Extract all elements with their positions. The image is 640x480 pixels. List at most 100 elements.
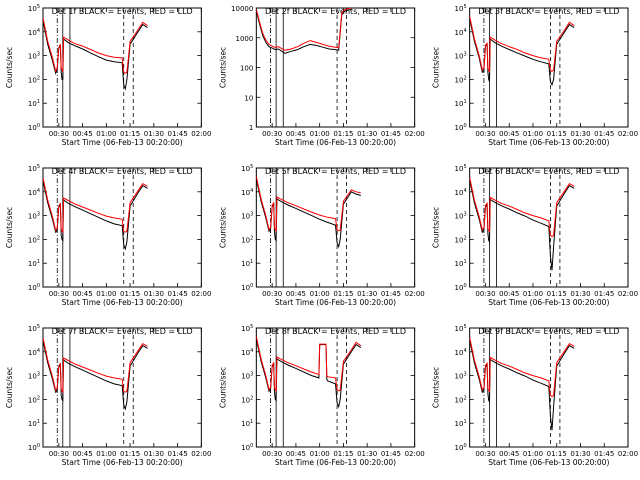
x-tick-label: 00:30 (49, 450, 69, 458)
x-tick-label: 00:30 (262, 290, 282, 298)
series-lld-line (43, 17, 148, 74)
x-axis-label: Start Time (06-Feb-13 00:20:00) (488, 298, 609, 307)
y-tick-label: 104 (241, 348, 253, 357)
plot-frame (255, 7, 416, 128)
x-tick-label: 00:30 (475, 450, 495, 458)
y-tick-label: 103 (455, 52, 467, 61)
y-tick-label: 102 (241, 235, 253, 244)
y-tick-label: 100 (455, 283, 467, 292)
y-tick-label: 105 (28, 164, 40, 173)
y-tick-label: 102 (28, 235, 40, 244)
panel-det-6: Det 6f BLACK = Events, RED = LLD 100 101 10… (432, 164, 638, 307)
x-tick-label: 00:45 (72, 450, 92, 458)
x-tick-label: 01:00 (523, 290, 543, 298)
chart-title: Det 8f BLACK = Events, RED = LLD (265, 327, 406, 336)
chart-title: Det 1f BLACK = Events, RED = LLD (52, 7, 193, 16)
x-tick-label: 01:00 (523, 450, 543, 458)
x-tick-label: 01:00 (523, 130, 543, 138)
x-tick-label: 00:45 (499, 130, 519, 138)
series-events-line (256, 8, 352, 54)
y-tick-label: 103 (455, 372, 467, 381)
y-tick-label: 100 (28, 443, 40, 452)
y-axis-label: Counts/sec (432, 47, 441, 88)
x-tick-label: 00:45 (72, 290, 92, 298)
y-tick-label: 101 (455, 259, 467, 268)
x-tick-label: 01:30 (357, 130, 377, 138)
x-tick-label: 01:30 (357, 290, 377, 298)
panel-det-5: Det 5f BLACK = Events, RED = LLD 100 101 10… (218, 164, 424, 307)
y-tick-label: 104 (28, 188, 40, 197)
x-tick-label: 02:00 (618, 290, 638, 298)
y-tick-label: 100 (240, 65, 253, 73)
x-tick-label: 01:30 (144, 290, 164, 298)
panel-det-8: Det 8f BLACK = Events, RED = LLD 100 101 10… (218, 324, 424, 467)
plot-frame (469, 327, 629, 448)
chart-title: Det 3f BLACK = Events, RED = LLD (478, 7, 619, 16)
x-tick-label: 01:15 (120, 130, 140, 138)
x-tick-label: 01:15 (547, 130, 567, 138)
x-axis-label: Start Time (06-Feb-13 00:20:00) (275, 138, 396, 147)
x-tick-label: 00:45 (286, 130, 306, 138)
y-tick-label: 101 (455, 419, 467, 428)
plot-frame (255, 167, 416, 288)
x-tick-label: 02:00 (191, 450, 211, 458)
x-tick-label: 00:45 (499, 450, 519, 458)
series-lld-line (43, 177, 148, 234)
y-tick-label: 10000 (231, 5, 253, 13)
x-tick-label: 01:30 (570, 290, 590, 298)
y-tick-label: 100 (28, 123, 40, 132)
y-tick-label: 100 (28, 283, 40, 292)
y-tick-label: 103 (241, 372, 253, 381)
y-tick-label: 105 (28, 324, 40, 333)
y-tick-label: 104 (241, 188, 253, 197)
y-tick-label: 100 (455, 123, 467, 132)
x-tick-label: 00:30 (262, 130, 282, 138)
y-tick-label: 100 (241, 443, 253, 452)
panel-det-3: Det 3f BLACK = Events, RED = LLD 100 101 10… (432, 4, 638, 147)
x-tick-label: 02:00 (618, 450, 638, 458)
x-tick-label: 01:15 (547, 450, 567, 458)
y-tick-label: 104 (28, 28, 40, 37)
x-tick-label: 01:45 (594, 130, 614, 138)
x-tick-label: 00:30 (49, 290, 69, 298)
x-tick-label: 01:15 (333, 450, 353, 458)
x-tick-label: 01:00 (96, 130, 116, 138)
y-tick-label: 101 (28, 99, 40, 108)
y-tick-label: 1 (249, 124, 253, 132)
y-tick-label: 103 (455, 212, 467, 221)
y-tick-label: 102 (455, 235, 467, 244)
x-tick-label: 01:15 (333, 130, 353, 138)
y-tick-label: 102 (455, 75, 467, 84)
y-tick-label: 105 (455, 4, 467, 13)
y-tick-label: 105 (241, 324, 253, 333)
y-tick-label: 104 (455, 348, 467, 357)
y-tick-label: 101 (28, 419, 40, 428)
y-tick-label: 101 (28, 259, 40, 268)
x-tick-label: 02:00 (405, 290, 425, 298)
y-tick-label: 100 (455, 443, 467, 452)
plot-frame (42, 167, 202, 288)
y-tick-label: 105 (455, 324, 467, 333)
y-tick-label: 103 (28, 52, 40, 61)
y-tick-label: 105 (241, 164, 253, 173)
y-tick-label: 103 (241, 212, 253, 221)
x-tick-label: 01:30 (144, 450, 164, 458)
x-tick-label: 00:45 (499, 290, 519, 298)
panel-det-9: Det 9f BLACK = Events, RED = LLD 100 101 10… (432, 324, 638, 467)
panel-det-4: Det 4f BLACK = Events, RED = LLD 100 101 10… (5, 164, 211, 307)
x-tick-label: 01:45 (167, 450, 187, 458)
x-tick-label: 01:00 (310, 450, 330, 458)
x-tick-label: 00:45 (286, 450, 306, 458)
y-axis-label: Counts/sec (218, 207, 227, 248)
x-tick-label: 00:45 (286, 290, 306, 298)
series-events-line (469, 340, 575, 431)
plot-frame (469, 7, 629, 128)
x-tick-label: 02:00 (405, 130, 425, 138)
x-tick-label: 00:30 (475, 130, 495, 138)
plot-frame (42, 327, 202, 448)
x-tick-label: 02:00 (191, 290, 211, 298)
x-tick-label: 00:30 (262, 450, 282, 458)
x-tick-label: 01:30 (570, 450, 590, 458)
x-tick-label: 01:00 (96, 290, 116, 298)
